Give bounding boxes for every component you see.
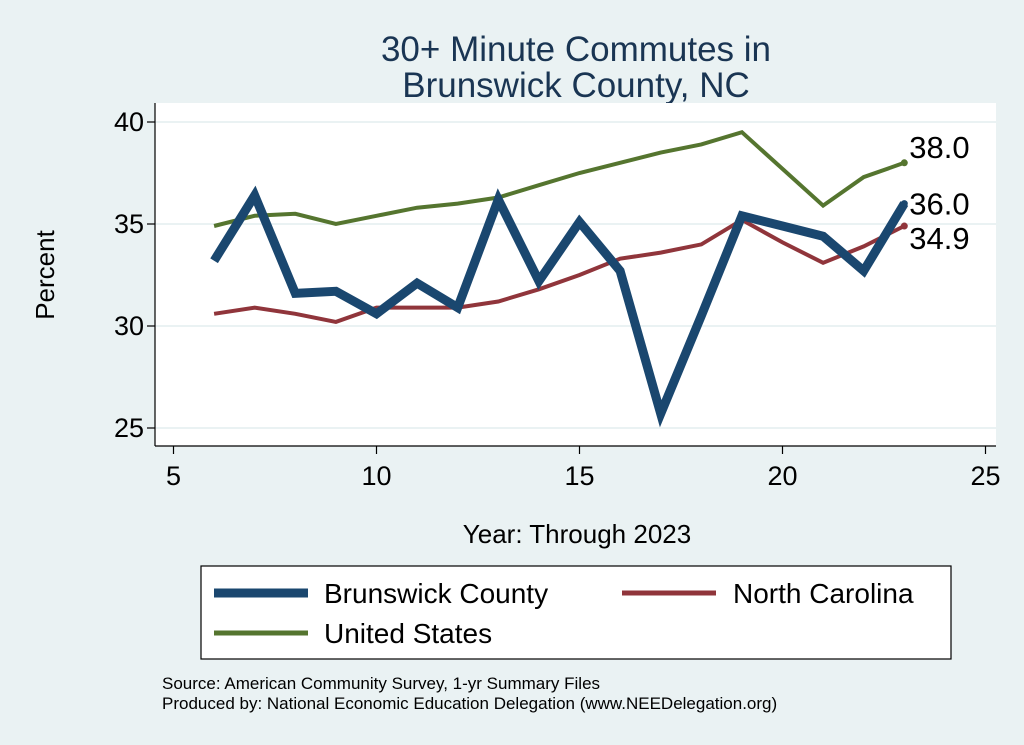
y-tick-label-25: 25 [114, 413, 144, 443]
x-tick-label-5: 5 [166, 461, 181, 491]
y-tick-label-35: 35 [114, 209, 144, 239]
end-point-north-carolina [900, 222, 908, 230]
produced-by-note: Produced by: National Economic Education… [162, 694, 777, 713]
y-axis-title: Percent [30, 229, 60, 319]
series-line-brunswick-county [210, 185, 909, 428]
end-point-brunswick-county [900, 200, 908, 208]
end-label-north-carolina: 34.9 [909, 221, 969, 256]
end-label-brunswick-county: 36.0 [909, 187, 969, 222]
series-line-north-carolina [213, 217, 906, 324]
end-labels: 36.034.9 38.0 [909, 130, 969, 256]
source-note: Source: American Community Survey, 1-yr … [162, 674, 600, 693]
x-axis-title: Year: Through 2023 [463, 519, 691, 549]
chart-title-line-2: Brunswick County, NC [402, 66, 750, 105]
x-tick-label-20: 20 [767, 461, 797, 491]
series-lines [210, 129, 909, 428]
x-tick-label-15: 15 [564, 461, 594, 491]
y-tick-label-30: 30 [114, 311, 144, 341]
series-line-united-states [213, 129, 905, 228]
end-point-united-states [900, 159, 908, 167]
chart-title-line-1: 30+ Minute Commutes in [381, 30, 771, 69]
y-tick-label-40: 40 [114, 107, 144, 137]
legend-label-united-states: United States [324, 618, 492, 649]
legend-box [200, 565, 952, 660]
x-tick-label-25: 25 [970, 461, 1000, 491]
legend-label-brunswick-county: Brunswick County [324, 578, 548, 609]
legend: Brunswick County North Carolina United S… [200, 565, 952, 660]
legend-label-north-carolina: North Carolina [733, 578, 914, 609]
axis-ticks: 25 30 35 40 5 10 15 20 25 [114, 107, 1001, 491]
x-tick-label-10: 10 [361, 461, 391, 491]
end-label-united-states: 38.0 [909, 130, 969, 165]
